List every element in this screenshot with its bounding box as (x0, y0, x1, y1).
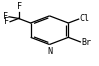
Text: F: F (4, 17, 9, 26)
Text: F: F (17, 2, 22, 11)
Text: Cl: Cl (80, 14, 90, 23)
Text: F: F (3, 12, 8, 21)
Text: Br: Br (81, 38, 91, 47)
Text: N: N (47, 47, 52, 56)
